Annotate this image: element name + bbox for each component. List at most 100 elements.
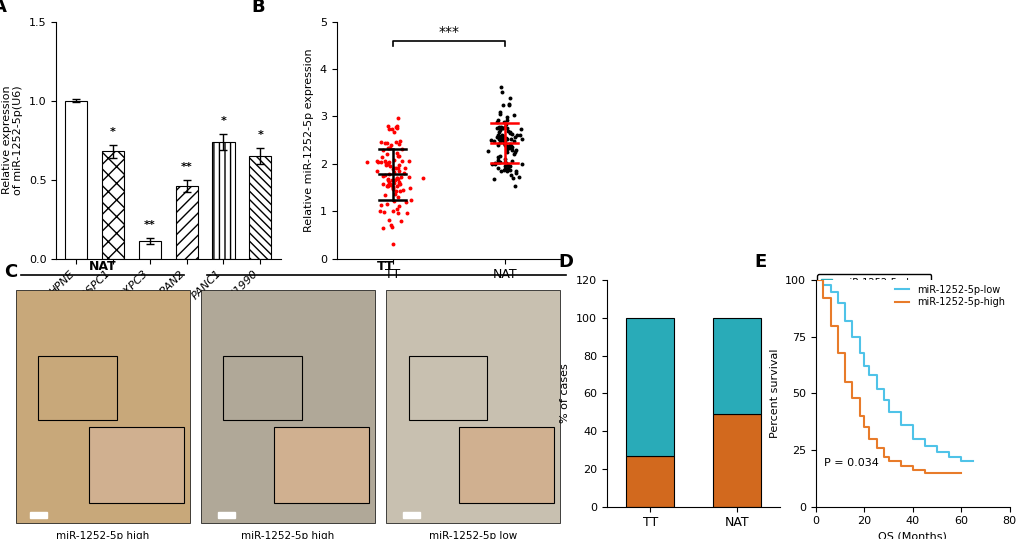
Point <box>491 109 507 118</box>
Point <box>490 132 506 140</box>
Bar <box>386 291 559 523</box>
Point <box>389 163 406 172</box>
Point <box>498 116 515 125</box>
Point <box>390 178 407 186</box>
Point <box>501 128 518 137</box>
Point <box>384 184 400 192</box>
Text: miR-1252-5p low: miR-1252-5p low <box>428 531 517 539</box>
Point <box>390 140 407 149</box>
Point <box>501 129 518 137</box>
Point <box>391 136 408 145</box>
Point <box>380 159 396 168</box>
Point <box>490 127 506 136</box>
Point <box>394 186 411 195</box>
Point <box>495 134 512 143</box>
Point <box>494 132 511 141</box>
miR-1252-5p-high <box>823 322 836 329</box>
Point <box>385 128 401 137</box>
Point <box>379 149 395 158</box>
Point <box>502 135 519 144</box>
Point <box>497 139 514 147</box>
Point <box>400 173 417 182</box>
miR-1252-5p-high <box>830 349 843 356</box>
Text: B: B <box>251 0 265 16</box>
Bar <box>65 101 88 259</box>
Point <box>500 142 517 151</box>
Point <box>498 148 515 156</box>
Point <box>486 158 502 167</box>
Point <box>391 161 408 170</box>
Point <box>401 184 418 192</box>
Point <box>372 207 388 216</box>
Point <box>497 159 514 168</box>
Text: C: C <box>4 262 17 280</box>
Bar <box>249 156 271 259</box>
Point <box>507 146 524 155</box>
Point <box>385 197 401 205</box>
Point <box>488 118 504 126</box>
Point <box>496 141 513 150</box>
Point <box>388 148 405 157</box>
Point <box>403 196 419 204</box>
Point <box>389 174 406 182</box>
Point <box>490 156 506 164</box>
Point <box>484 160 500 168</box>
miR-1252-5p-high <box>858 424 870 431</box>
miR-1252-5p-low <box>943 454 955 460</box>
Point <box>488 123 504 132</box>
Point <box>492 136 508 144</box>
Point <box>383 223 399 231</box>
Point <box>498 123 515 132</box>
Point <box>384 185 400 194</box>
Point <box>485 136 501 145</box>
Point <box>381 162 397 170</box>
Point <box>506 133 523 141</box>
Point <box>501 94 518 102</box>
miR-1252-5p-low <box>823 288 836 295</box>
Point <box>385 183 401 191</box>
Text: *: * <box>257 130 263 140</box>
Point <box>368 167 384 176</box>
Point <box>382 181 398 189</box>
Point <box>499 163 516 172</box>
Bar <box>626 318 674 456</box>
Point <box>391 186 408 195</box>
Point <box>383 125 399 133</box>
Point <box>387 187 404 196</box>
Bar <box>403 512 420 519</box>
Point <box>373 138 389 147</box>
Point <box>377 191 393 199</box>
Legend: miR-1252-5p-low, miR-1252-5p-high: miR-1252-5p-low, miR-1252-5p-high <box>890 281 1008 312</box>
Point <box>497 141 514 150</box>
Text: P = 0.034: P = 0.034 <box>823 458 877 468</box>
Point <box>499 127 516 135</box>
Point <box>505 110 522 119</box>
Point <box>378 199 394 208</box>
Point <box>502 170 519 179</box>
miR-1252-5p-low <box>858 363 870 370</box>
miR-1252-5p-high <box>906 467 918 474</box>
Point <box>380 216 396 224</box>
Point <box>494 130 511 139</box>
Bar <box>223 356 302 419</box>
Point <box>501 165 518 174</box>
Point <box>495 139 512 148</box>
Point <box>491 151 507 160</box>
Point <box>490 158 506 167</box>
Text: ***: *** <box>438 25 459 39</box>
Point <box>388 174 405 182</box>
Point <box>374 180 390 189</box>
Text: *: * <box>220 116 226 126</box>
miR-1252-5p-high <box>853 413 865 419</box>
Point <box>372 157 388 166</box>
Y-axis label: Relative miR-1252-5p expression: Relative miR-1252-5p expression <box>304 49 314 232</box>
Point <box>489 130 505 139</box>
Point <box>491 137 507 146</box>
Bar <box>16 291 190 523</box>
miR-1252-5p-low <box>955 458 967 465</box>
Point <box>492 126 508 134</box>
Point <box>511 130 527 139</box>
Line: miR-1252-5p-high: miR-1252-5p-high <box>815 280 961 473</box>
Point <box>498 113 515 121</box>
miR-1252-5p-high <box>877 454 890 460</box>
